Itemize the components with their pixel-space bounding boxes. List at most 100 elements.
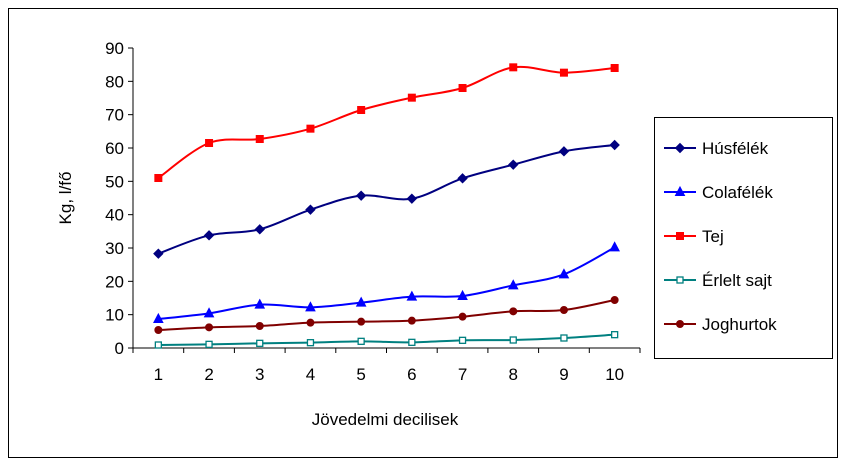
legend-entry: Joghurtok — [664, 315, 777, 334]
y-axis-title: Kg, l/fő — [56, 172, 75, 225]
data-point — [610, 64, 619, 72]
x-tick-label: 5 — [356, 365, 365, 384]
legend-marker — [676, 276, 684, 284]
data-point — [254, 298, 266, 309]
data-point — [558, 146, 570, 157]
legend-box — [654, 117, 833, 359]
legend-label: Érlelt sajt — [702, 271, 772, 290]
data-point — [255, 322, 264, 330]
legend-entry: Érlelt sajt — [664, 271, 772, 290]
y-tick-label: 80 — [105, 72, 124, 91]
legend-marker — [674, 142, 686, 154]
series-line — [158, 333, 615, 346]
series-5 — [154, 296, 619, 334]
legend-marker — [674, 185, 686, 196]
legend-marker — [676, 320, 684, 328]
data-point — [205, 340, 213, 348]
data-point — [254, 224, 265, 235]
y-tick-label: 70 — [105, 106, 124, 125]
data-point — [509, 336, 517, 344]
data-point — [154, 174, 163, 182]
data-point — [153, 248, 164, 259]
data-point — [559, 306, 568, 314]
y-tick-label: 50 — [105, 172, 124, 191]
legend-label: Joghurtok — [702, 315, 777, 334]
data-point — [507, 279, 519, 290]
data-point — [306, 339, 315, 347]
plot-group: 0 10 20 30 40 50 60 70 80 90 1 2 3 4 5 6 7 8 9 10 — [105, 39, 641, 384]
series-4 — [154, 331, 619, 349]
series-3 — [154, 63, 619, 182]
y-tick-label: 90 — [105, 39, 124, 58]
data-point — [611, 331, 619, 339]
x-tick-label: 1 — [154, 365, 163, 384]
data-point — [305, 301, 316, 312]
data-point — [305, 204, 316, 215]
y-tick-label: 20 — [105, 272, 124, 291]
x-tick-label: 8 — [509, 365, 518, 384]
data-point — [256, 339, 264, 347]
data-point — [458, 84, 467, 92]
x-tick-label: 3 — [255, 365, 264, 384]
data-point — [203, 230, 215, 241]
series-1 — [153, 139, 620, 259]
legend-label: Colafélék — [702, 183, 773, 202]
data-point — [355, 296, 367, 307]
series-line — [158, 246, 616, 320]
data-point — [457, 289, 468, 300]
y-tick-label: 40 — [105, 206, 124, 225]
data-point — [508, 159, 519, 170]
x-tick-label: 6 — [407, 365, 416, 384]
data-point — [408, 338, 416, 346]
series-line — [158, 144, 615, 255]
data-point — [509, 307, 518, 316]
legend-label: Húsfélék — [702, 139, 769, 158]
data-point — [559, 68, 568, 77]
data-point — [406, 290, 418, 301]
series-2 — [153, 241, 620, 323]
data-point — [458, 312, 467, 321]
data-point — [154, 326, 163, 334]
legend: Húsfélék Colafélék Tej Érlelt sajt Joghurtok — [664, 139, 777, 334]
data-point — [153, 312, 164, 323]
data-point — [407, 93, 416, 102]
data-point — [357, 106, 366, 114]
data-point — [610, 296, 619, 304]
data-point — [457, 173, 468, 184]
legend-label: Tej — [702, 227, 724, 246]
legend-entry: Húsfélék — [664, 139, 769, 158]
series-line — [157, 65, 615, 179]
x-tick-label: 2 — [204, 365, 213, 384]
y-tick-label: 60 — [105, 139, 124, 158]
data-point — [355, 190, 367, 201]
series-line — [158, 299, 615, 331]
y-tick-label: 0 — [115, 339, 124, 358]
data-point — [205, 323, 214, 332]
data-point — [154, 341, 163, 349]
y-tick-label: 30 — [105, 239, 124, 258]
legend-marker — [676, 232, 684, 240]
data-point — [205, 139, 214, 147]
data-point — [406, 193, 418, 204]
data-point — [458, 336, 467, 344]
data-point — [558, 268, 570, 279]
data-point — [407, 316, 416, 325]
x-tick-label: 9 — [559, 365, 568, 384]
data-point — [357, 337, 365, 345]
data-point — [357, 317, 366, 326]
y-tick-label: 10 — [105, 306, 124, 325]
data-point — [255, 135, 264, 143]
legend-entry: Colafélék — [664, 183, 773, 202]
data-point — [306, 124, 315, 133]
x-tick-label: 10 — [605, 365, 624, 384]
data-point — [560, 334, 568, 342]
legend-entry: Tej — [664, 227, 724, 246]
data-point — [509, 63, 518, 72]
x-tick-label: 7 — [458, 365, 467, 384]
x-tick-label: 4 — [306, 365, 315, 384]
data-point — [609, 139, 620, 151]
x-axis-title: Jövedelmi decilisek — [312, 410, 459, 429]
data-point — [306, 318, 315, 327]
data-point — [609, 241, 620, 252]
